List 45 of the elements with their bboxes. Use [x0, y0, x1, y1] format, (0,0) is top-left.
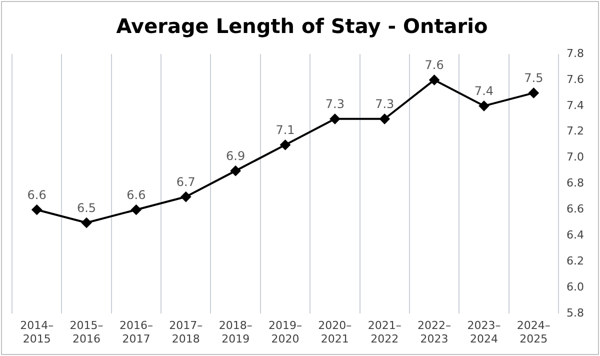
data-label: 6.6 [126, 188, 146, 202]
x-tick-label: 2015–2016 [70, 319, 104, 346]
x-tick-label: 2023–2024 [467, 319, 501, 346]
point [82, 218, 92, 228]
point [230, 166, 241, 176]
data-label: 6.6 [27, 188, 46, 202]
y-tick-label: 5.8 [566, 306, 584, 320]
x-tick-label: 2021–2022 [368, 319, 402, 346]
x-tick-label: 2022–2023 [418, 319, 452, 346]
data-label: 7.3 [375, 97, 394, 112]
data-label: 7.4 [474, 84, 494, 98]
data-label: 7.3 [325, 97, 344, 112]
y-tick-label: 6.0 [566, 280, 584, 294]
point [32, 204, 42, 215]
x-tick-label: 2024–2025 [516, 319, 550, 346]
point [330, 114, 340, 124]
data-label: 6.9 [226, 148, 246, 163]
data-label: 7.6 [424, 58, 444, 72]
point [528, 88, 539, 98]
data-label: 6.7 [176, 174, 196, 189]
y-tick-label: 7.2 [566, 124, 584, 138]
data-label: 6.5 [76, 200, 96, 215]
y-tick-label: 6.2 [566, 254, 584, 268]
x-tick-label: 2018–2019 [218, 319, 252, 346]
point [280, 140, 290, 150]
x-tick-label: 2019–2020 [268, 319, 302, 346]
x-tick-label: 2016–2017 [119, 319, 153, 346]
data-label: 7.5 [524, 71, 544, 86]
y-tick-label: 7.6 [566, 72, 584, 86]
x-tick-label: 2014–2015 [20, 319, 54, 346]
point [478, 100, 489, 111]
x-tick-label: 2017–2018 [169, 319, 203, 346]
y-tick-label: 6.4 [566, 228, 584, 242]
data-label: 7.1 [276, 122, 295, 137]
y-tick-label: 7.4 [566, 98, 584, 112]
y-tick-label: 7.0 [566, 150, 584, 164]
chart-title: Average Length of Stay - Ontario [116, 14, 488, 38]
y-tick-label: 7.8 [566, 46, 584, 60]
point [429, 74, 440, 85]
y-tick-label: 6.8 [566, 176, 584, 190]
point [380, 114, 390, 124]
x-tick-label: 2020–2021 [318, 319, 352, 346]
point [180, 192, 191, 202]
point [131, 204, 142, 215]
y-tick-label: 6.6 [566, 202, 584, 216]
